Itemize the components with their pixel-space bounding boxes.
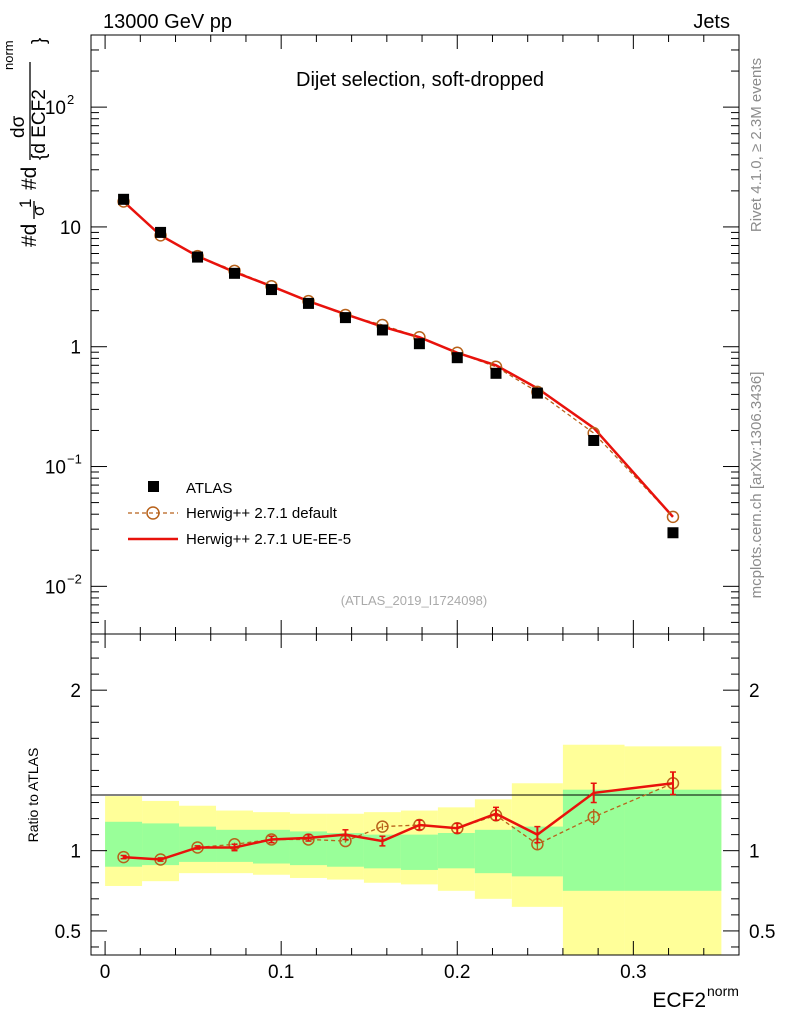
main-ylabel: #d 1 σ #d dσ {d ECF2 norm } (1, 38, 50, 247)
main-ytick-base: 10 (60, 218, 81, 239)
ratio-band-inner (624, 789, 722, 891)
ylabel-part1: #d (18, 224, 41, 247)
default-series-line (123, 201, 674, 518)
atlas-point (265, 284, 277, 296)
main-ytick-exp: −2 (67, 571, 82, 586)
legend-atlas-marker (148, 481, 159, 492)
ratio-ytick-label-right: 0.5 (749, 922, 775, 943)
main-ytick-base: 1 (70, 338, 81, 359)
ylabel-part4: #d (18, 167, 41, 190)
atlas-point (376, 324, 388, 336)
atlas-point (588, 434, 600, 446)
main-ytick-label: 1 (70, 338, 81, 359)
ratio-band-inner (105, 821, 143, 867)
atlas-point (667, 527, 679, 539)
ratio-band-inner (437, 833, 475, 869)
mcplots-label: mcplots.cern.ch [arXiv:1306.3436] (748, 372, 765, 599)
atlas-point (192, 251, 204, 263)
atlas-point (118, 193, 130, 205)
main-ytick-label: 10 −2 (45, 571, 82, 598)
ylabel-part3: σ (29, 205, 48, 216)
header-process: Jets (693, 11, 730, 33)
ratio-ytick-label-left: 0.5 (55, 922, 81, 943)
main-ytick-label: 10 −1 (45, 452, 82, 479)
main-ytick-label: 10 2 (45, 92, 74, 119)
ratio-ylabel: Ratio to ATLAS (25, 748, 41, 843)
main-ytick-exp: −1 (67, 452, 82, 467)
legend-ueee5-label: Herwig++ 2.7.1 UE-EE-5 (186, 531, 351, 548)
legend-atlas-label: ATLAS (186, 480, 232, 497)
ratio-xlabel: ECF2 (652, 989, 706, 1012)
analysis-watermark: (ATLAS_2019_I1724098) (341, 593, 487, 608)
main-panel: Dijet selection, soft-dropped (ATLAS_201… (45, 34, 740, 635)
ratio-ytick-label-right: 1 (749, 842, 760, 863)
ratio-band-inner (562, 789, 625, 891)
ratio-band-inner (179, 826, 217, 862)
ylabel-part6: {d ECF2 (29, 89, 50, 160)
ratio-panel: 2 2 1 1 0.5 0.5 0 0.1 0.2 0.3 Ratio to ATLAS ECF2… (25, 633, 775, 1012)
ylabel-part7: norm (1, 40, 16, 70)
atlas-point (490, 367, 502, 379)
header-energy: 13000 GeV pp (103, 11, 232, 33)
main-title: Dijet selection, soft-dropped (296, 69, 544, 91)
ratio-band-inner (253, 829, 290, 864)
main-ytick-base: 10 (45, 458, 66, 479)
ratio-frame (90, 633, 740, 956)
ratio-ytick-label-left: 1 (70, 842, 81, 863)
atlas-point (229, 267, 241, 279)
ratio-band-inner (400, 834, 438, 870)
main-ytick-base: 10 (45, 577, 66, 598)
ueee5-series-line (122, 200, 674, 518)
ratio-ueee5-line (123, 782, 674, 861)
ylabel-part8: } (29, 38, 50, 44)
ratio-xtick-label: 0 (100, 962, 111, 983)
atlas-point (413, 338, 425, 350)
ratio-xtick-label: 0.2 (444, 962, 470, 983)
atlas-point (155, 226, 167, 238)
ratio-xtick-label: 0.3 (620, 962, 646, 983)
atlas-point (339, 312, 351, 324)
ratio-ytick-label-right: 2 (749, 681, 760, 702)
legend: ATLAS Herwig++ 2.7.1 default Herwig++ 2.… (128, 480, 351, 548)
atlas-point (531, 387, 543, 399)
main-ytick-exp: 2 (67, 92, 74, 107)
ylabel-part5: dσ (8, 115, 29, 138)
ratio-default-line (123, 782, 674, 861)
ylabel-part2: 1 (16, 199, 35, 208)
rivet-label: Rivet 4.1.0, ≥ 2.3M events (748, 58, 765, 232)
ratio-xlabel-sup: norm (707, 983, 739, 999)
ratio-default-point (376, 820, 389, 833)
ratio-xtick-label: 0.1 (268, 962, 294, 983)
atlas-point (302, 297, 314, 309)
ratio-ytick-label-left: 2 (70, 681, 81, 702)
legend-default-label: Herwig++ 2.7.1 default (186, 505, 338, 522)
ratio-default-point (587, 810, 600, 824)
ratio-band-inner (474, 829, 512, 874)
main-ytick-base: 10 (45, 98, 66, 119)
legend-default-marker (146, 506, 160, 520)
default-point (666, 510, 680, 524)
main-ytick-label: 10 (60, 218, 81, 239)
atlas-point (451, 352, 463, 364)
